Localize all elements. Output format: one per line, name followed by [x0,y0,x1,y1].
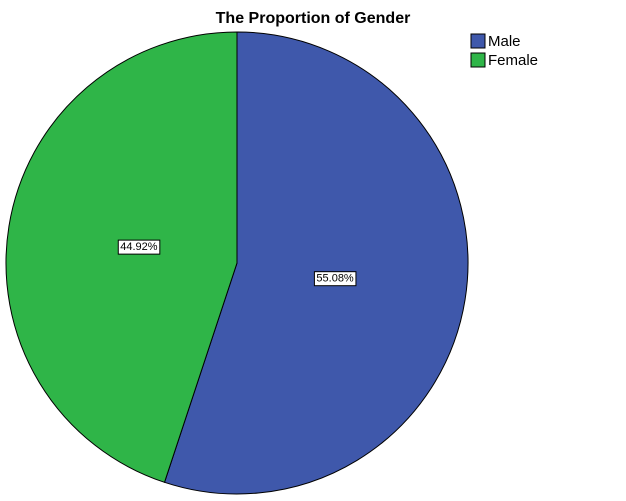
value-label-box [313,271,357,287]
legend-swatch [470,33,486,49]
value-label: 44.92% [120,241,158,253]
value-label-group: 44.92% [117,239,161,255]
value-label-group: 55.08% [313,271,357,287]
legend-label: Female [488,52,538,69]
pie-slice [5,31,238,483]
legend-label: Male [488,33,521,50]
value-label-box [117,239,161,255]
value-label: 55.08% [316,273,354,285]
legend-swatch [470,52,486,68]
pie-slice [163,31,469,495]
chart-title: The Proportion of Gender [216,10,411,27]
